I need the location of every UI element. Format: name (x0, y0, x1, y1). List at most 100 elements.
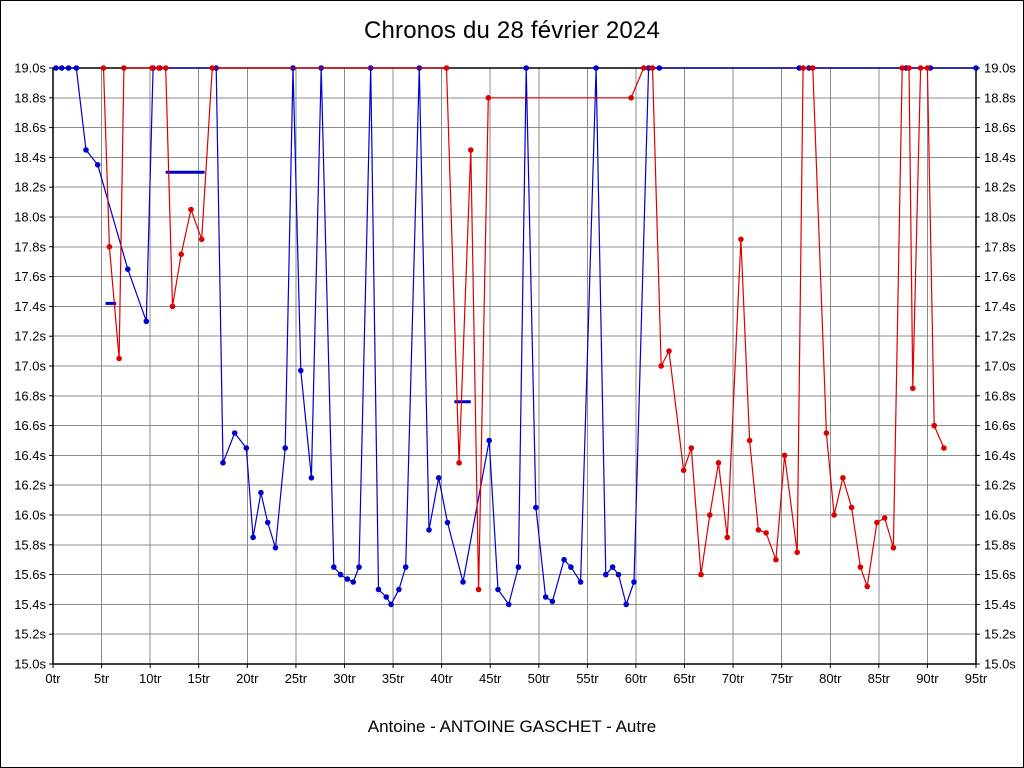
x-axis-label: 5tr (94, 671, 110, 686)
x-axis-label: 0tr (45, 671, 61, 686)
series-red-point (121, 65, 127, 71)
y-axis-label-left: 18.2s (14, 180, 46, 195)
series-red-point (746, 437, 753, 444)
series-red-point (209, 65, 216, 71)
series-blue-point (495, 586, 501, 593)
series-red-point (116, 355, 122, 362)
series-blue-point (53, 65, 59, 71)
series-red-point (156, 65, 162, 71)
series-red-point (881, 515, 888, 521)
series-blue-point (568, 564, 574, 570)
y-axis-label-right: 17.6s (984, 269, 1016, 284)
y-axis-label-right: 17.2s (984, 329, 1016, 344)
y-axis-label-right: 15.0s (984, 657, 1016, 672)
y-axis-label-left: 18.4s (14, 150, 46, 165)
series-blue-point (460, 579, 466, 585)
series-blue-point (243, 445, 250, 451)
y-axis-label-right: 16.4s (984, 448, 1016, 463)
y-axis-label-right: 16.8s (984, 388, 1016, 403)
series-blue-point (250, 534, 256, 541)
y-axis-label-left: 15.4s (14, 597, 46, 612)
series-blue-point (73, 65, 80, 71)
series-blue-point (231, 430, 238, 436)
x-axis-label: 35tr (382, 671, 405, 686)
series-blue-point (344, 576, 351, 582)
series-blue-point (444, 519, 451, 526)
series-red-point (857, 564, 864, 570)
y-axis-label-left: 18.6s (14, 120, 46, 135)
series-red-point (715, 460, 722, 466)
x-axis-label: 25tr (285, 671, 308, 686)
x-axis-label: 20tr (236, 671, 259, 686)
series-red-point (698, 571, 704, 578)
series-blue-point (65, 65, 72, 71)
x-axis-label: 60tr (625, 671, 648, 686)
y-axis-label-right: 16.6s (984, 418, 1016, 433)
x-axis-label: 95tr (965, 671, 988, 686)
series-blue-point (549, 598, 556, 605)
series-blue-point (542, 594, 549, 600)
series-blue-point (356, 564, 362, 570)
series-red-point (931, 422, 937, 429)
series-blue-point (308, 475, 315, 481)
y-axis-label-left: 19.0s (14, 61, 46, 76)
x-axis-label: 45tr (479, 671, 502, 686)
y-axis-label-left: 17.0s (14, 359, 46, 374)
series-blue-point (94, 162, 101, 168)
series-blue-point (486, 437, 493, 444)
series-red-point (640, 65, 647, 71)
series-blue-point (58, 65, 65, 71)
series-red-point (666, 348, 672, 354)
series-blue-point (402, 564, 409, 570)
y-axis-label-left: 16.4s (14, 448, 46, 463)
y-axis-label-left: 18.8s (14, 90, 46, 105)
series-red-point (198, 236, 205, 243)
series-red-line (102, 67, 945, 590)
series-blue-point (272, 545, 279, 551)
y-axis-label-left: 17.4s (14, 299, 46, 314)
series-blue-point (396, 586, 402, 593)
series-blue-point (258, 489, 264, 496)
series-blue-point (331, 564, 337, 570)
series-red-point (738, 236, 744, 243)
series-red-point (864, 583, 870, 590)
series-red-point (910, 385, 916, 392)
series-blue-point (350, 579, 357, 585)
series-blue-point (609, 564, 616, 570)
series-red-point (680, 467, 687, 474)
series-red-point (899, 65, 905, 71)
y-axis-label-left: 17.6s (14, 269, 46, 284)
y-axis-label-right: 18.6s (984, 120, 1016, 135)
x-axis-label: 50tr (528, 671, 551, 686)
series-red-point (800, 65, 806, 71)
x-axis-label: 55tr (576, 671, 599, 686)
y-axis-label-left: 15.2s (14, 627, 46, 642)
series-red-point (628, 95, 634, 101)
series-red-point (794, 549, 800, 556)
chart-title: Chronos du 28 février 2024 (363, 17, 661, 44)
series-blue-point (796, 65, 802, 71)
series-red-point (443, 65, 450, 71)
series-red-point (890, 545, 897, 551)
y-axis-label-left: 17.8s (14, 239, 46, 254)
series-blue-point (83, 147, 89, 153)
series-red-point (468, 147, 474, 153)
series-red-point (924, 65, 931, 71)
series-red-point (724, 534, 731, 541)
series-blue-point (375, 586, 382, 593)
y-axis-label-right: 16.0s (984, 508, 1016, 523)
series-red-point (906, 65, 912, 71)
series-red-point (649, 65, 656, 71)
series-red-point (456, 460, 462, 466)
series-blue-point (561, 556, 567, 563)
x-axis-label: 10tr (139, 671, 162, 686)
x-axis-label: 65tr (673, 671, 696, 686)
chart-subtitle: Antoine - ANTOINE GASCHET - Autre (367, 717, 657, 736)
series-red-point (688, 445, 695, 451)
y-axis-label-left: 15.0s (14, 657, 46, 672)
series-blue-point (388, 601, 394, 608)
series-blue-point (603, 571, 609, 578)
series-red-point (188, 206, 194, 213)
series-red-point (755, 527, 762, 533)
x-axis-label: 85tr (868, 671, 891, 686)
